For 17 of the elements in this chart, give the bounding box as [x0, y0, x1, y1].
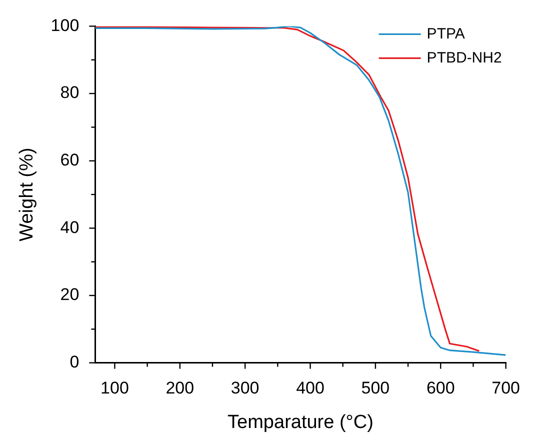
- legend-label: PTPA: [426, 25, 465, 42]
- x-tick-label: 100: [100, 378, 129, 398]
- x-tick-label: 500: [361, 378, 390, 398]
- y-axis-title: Weight (%): [16, 148, 38, 242]
- x-tick-label: 300: [230, 378, 260, 398]
- y-tick-label: 80: [60, 83, 80, 102]
- x-tick-label: 700: [492, 378, 520, 398]
- y-tick-label: 100: [50, 16, 80, 35]
- y-tick-label: 40: [60, 218, 80, 237]
- y-tick-label: 60: [60, 150, 80, 170]
- y-tick-label: 0: [70, 352, 80, 372]
- x-tick-label: 400: [296, 378, 324, 398]
- x-axis-title: Temparature (°C): [228, 412, 374, 433]
- y-tick-label: 20: [60, 285, 80, 304]
- x-tick-label: 600: [426, 378, 455, 398]
- legend-label: PTBD-NH2: [426, 49, 502, 66]
- x-tick-label: 200: [166, 378, 194, 398]
